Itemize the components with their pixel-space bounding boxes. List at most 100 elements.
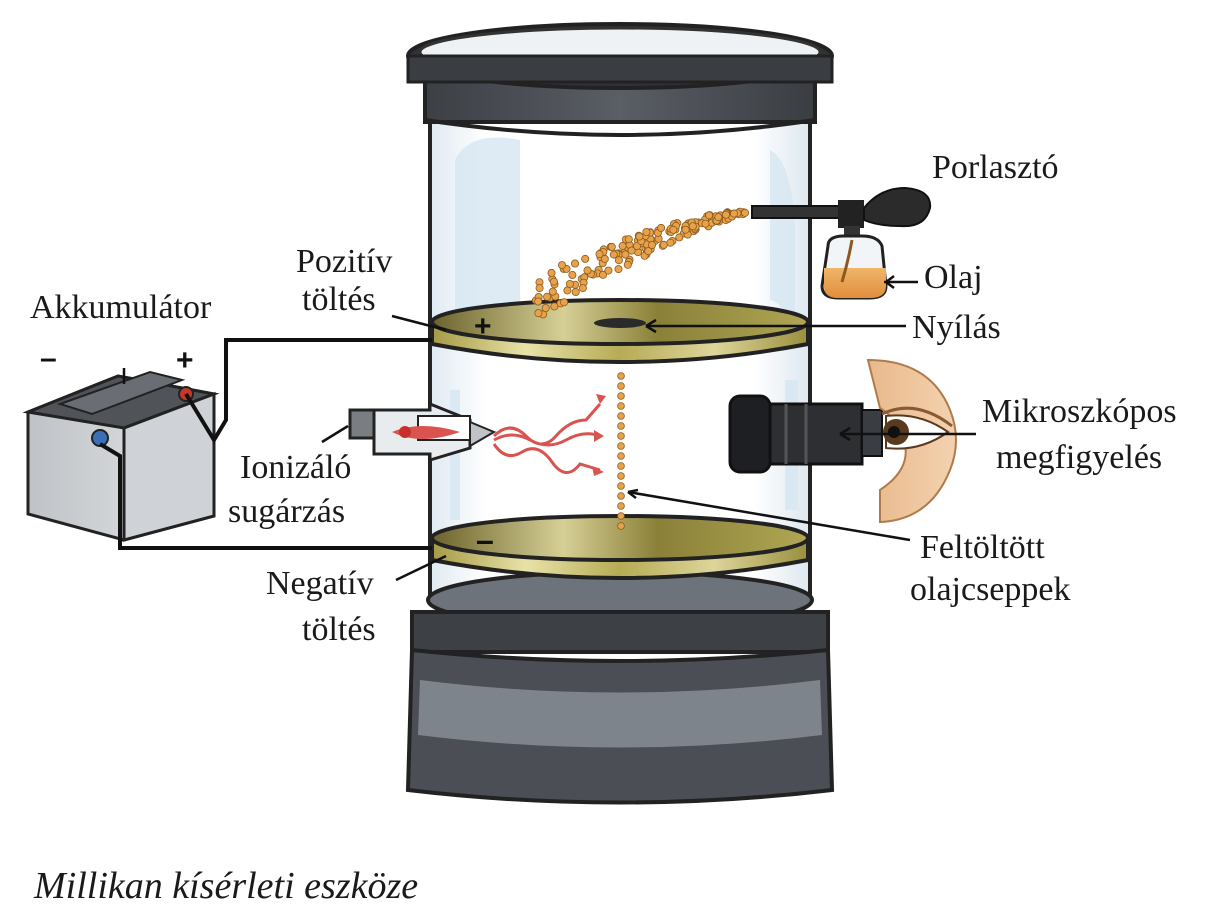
droplets-leader bbox=[627, 490, 911, 542]
oil-droplet bbox=[669, 225, 678, 234]
negative-wire bbox=[98, 442, 432, 550]
oil-droplet bbox=[618, 241, 627, 250]
ionizing-source bbox=[348, 401, 497, 463]
charged-droplet bbox=[617, 372, 625, 380]
wires bbox=[98, 338, 432, 550]
positive-wire bbox=[184, 338, 432, 444]
charged-droplet bbox=[617, 382, 625, 390]
plate-plus-sign: + bbox=[474, 310, 492, 343]
oil-droplet bbox=[568, 270, 577, 279]
oil-droplet bbox=[644, 247, 653, 256]
battery-minus-sign: – bbox=[40, 342, 57, 375]
oil-droplet bbox=[609, 250, 618, 259]
oil-droplet bbox=[730, 209, 739, 218]
oil-droplet bbox=[627, 246, 636, 255]
label-positive-line1: Pozitív bbox=[296, 243, 392, 280]
label-battery: Akkumulátor bbox=[30, 289, 212, 326]
negative-plate: – bbox=[430, 514, 810, 580]
oil-droplet bbox=[666, 238, 675, 247]
oil-droplet bbox=[565, 279, 574, 288]
label-microscope-line1: Mikroszkópos bbox=[982, 393, 1177, 430]
label-oil: Olaj bbox=[924, 259, 983, 296]
oil-droplet bbox=[659, 240, 668, 249]
oil-droplet bbox=[701, 219, 710, 228]
charged-droplet bbox=[617, 432, 625, 440]
label-ionizing-line2: sugárzás bbox=[228, 493, 345, 530]
oil-droplet bbox=[675, 233, 684, 242]
oil-droplet bbox=[621, 250, 630, 259]
oil-droplet bbox=[541, 303, 550, 312]
charged-droplet bbox=[617, 412, 625, 420]
leader-lines bbox=[122, 275, 976, 582]
oil-droplet bbox=[623, 260, 632, 269]
positive-plate: + bbox=[430, 298, 810, 364]
oil-droplet bbox=[550, 277, 559, 286]
charged-droplet bbox=[617, 462, 625, 470]
charged-droplet bbox=[617, 402, 625, 410]
radiation-arrowhead-1 bbox=[596, 394, 606, 404]
oil-droplet bbox=[571, 259, 580, 268]
oil-droplet bbox=[722, 210, 731, 219]
label-positive-line2: töltés bbox=[302, 281, 376, 318]
oil-droplet bbox=[607, 242, 616, 251]
battery-plus-sign: + bbox=[176, 344, 194, 377]
oil-droplet bbox=[599, 270, 608, 279]
oil-droplet bbox=[681, 225, 690, 234]
positive-leader bbox=[391, 314, 447, 332]
oil-droplet bbox=[642, 227, 651, 236]
oil-droplet bbox=[543, 292, 552, 301]
charged-droplet bbox=[617, 492, 625, 500]
oil-droplet bbox=[657, 223, 666, 232]
opening-hole bbox=[594, 318, 646, 328]
oil-droplet bbox=[571, 287, 580, 296]
charged-droplet bbox=[617, 422, 625, 430]
figure-caption: Millikan kísérleti eszköze bbox=[33, 865, 418, 907]
oil-droplet bbox=[705, 211, 714, 220]
radiation-waves bbox=[492, 394, 606, 476]
charged-droplet bbox=[617, 512, 625, 520]
negative-terminal bbox=[91, 429, 109, 447]
oil-droplet bbox=[614, 265, 623, 274]
ionizing-leader bbox=[321, 424, 349, 444]
eye bbox=[866, 358, 957, 524]
label-droplets-line1: Feltöltött bbox=[920, 529, 1045, 566]
oil-droplet bbox=[534, 309, 543, 318]
oil-droplet bbox=[547, 268, 556, 277]
label-microscope-line2: megfigyelés bbox=[996, 439, 1162, 476]
oil-droplet bbox=[741, 208, 750, 217]
charged-droplet bbox=[617, 392, 625, 400]
oil-droplet bbox=[688, 222, 697, 231]
cylinder bbox=[405, 22, 835, 805]
oil-droplet bbox=[560, 298, 569, 307]
negative-leader bbox=[395, 554, 447, 582]
radiation-arrowhead-2 bbox=[594, 430, 604, 442]
charged-droplet bbox=[617, 452, 625, 460]
oil-droplet bbox=[714, 213, 723, 222]
oil-droplet bbox=[648, 240, 657, 249]
oil-droplet bbox=[635, 232, 644, 241]
label-atomizer: Porlasztó bbox=[932, 149, 1059, 186]
atomizer bbox=[751, 186, 932, 300]
charged-droplet bbox=[617, 472, 625, 480]
label-ionizing-line1: Ionizáló bbox=[240, 449, 351, 486]
oil-droplet bbox=[578, 284, 587, 293]
oil-droplet bbox=[550, 302, 559, 311]
label-opening: Nyílás bbox=[912, 309, 1001, 346]
oil-droplet bbox=[535, 284, 544, 293]
oil-droplet bbox=[583, 266, 592, 275]
oil-droplet bbox=[581, 254, 590, 263]
label-droplets-line2: olajcseppek bbox=[910, 571, 1071, 608]
oil-droplet bbox=[534, 297, 543, 306]
oil-droplet bbox=[595, 250, 604, 259]
labels: Porlasztó Olaj Pozitív töltés Akkumuláto… bbox=[30, 149, 1177, 648]
charged-droplet bbox=[617, 442, 625, 450]
oil-droplet-spray bbox=[531, 207, 750, 319]
label-negative-line1: Negatív bbox=[266, 565, 374, 602]
oil-droplet bbox=[624, 235, 633, 244]
plate-minus-sign: – bbox=[476, 522, 494, 558]
charged-droplet bbox=[617, 482, 625, 490]
charged-droplet bbox=[617, 522, 625, 530]
charged-droplet bbox=[617, 502, 625, 510]
oil-droplet bbox=[614, 256, 623, 265]
